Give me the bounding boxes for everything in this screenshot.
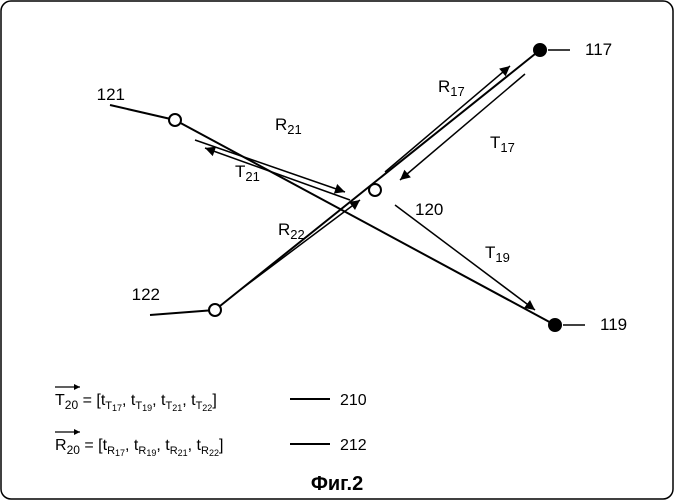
svg-text:T17: T17: [490, 133, 515, 155]
svg-text:122: 122: [132, 285, 160, 304]
svg-text:119: 119: [600, 315, 627, 334]
svg-text:T21: T21: [235, 162, 260, 184]
svg-text:R17: R17: [438, 77, 465, 99]
svg-text:Фиг.2: Фиг.2: [311, 473, 363, 495]
svg-text:R21: R21: [275, 115, 302, 137]
svg-text:T20 = [tT17, tT19, tT21, tT22]: T20 = [tT17, tT19, tT21, tT22]: [55, 392, 217, 413]
figure-2-diagram: 120 117 119 121 122 R17 T17 R21 T21 R22 T19 T20 = […: [0, 0, 674, 500]
svg-text:212: 212: [340, 437, 367, 454]
svg-text:R20 = [tR17, tR19, tR21, tR22]: R20 = [tR17, tR19, tR21, tR22]: [55, 437, 223, 458]
svg-text:210: 210: [340, 392, 367, 409]
svg-text:121: 121: [97, 85, 125, 104]
svg-text:T19: T19: [485, 243, 510, 265]
svg-text:120: 120: [415, 200, 443, 219]
svg-text:R22: R22: [278, 220, 305, 242]
svg-text:117: 117: [585, 40, 612, 59]
